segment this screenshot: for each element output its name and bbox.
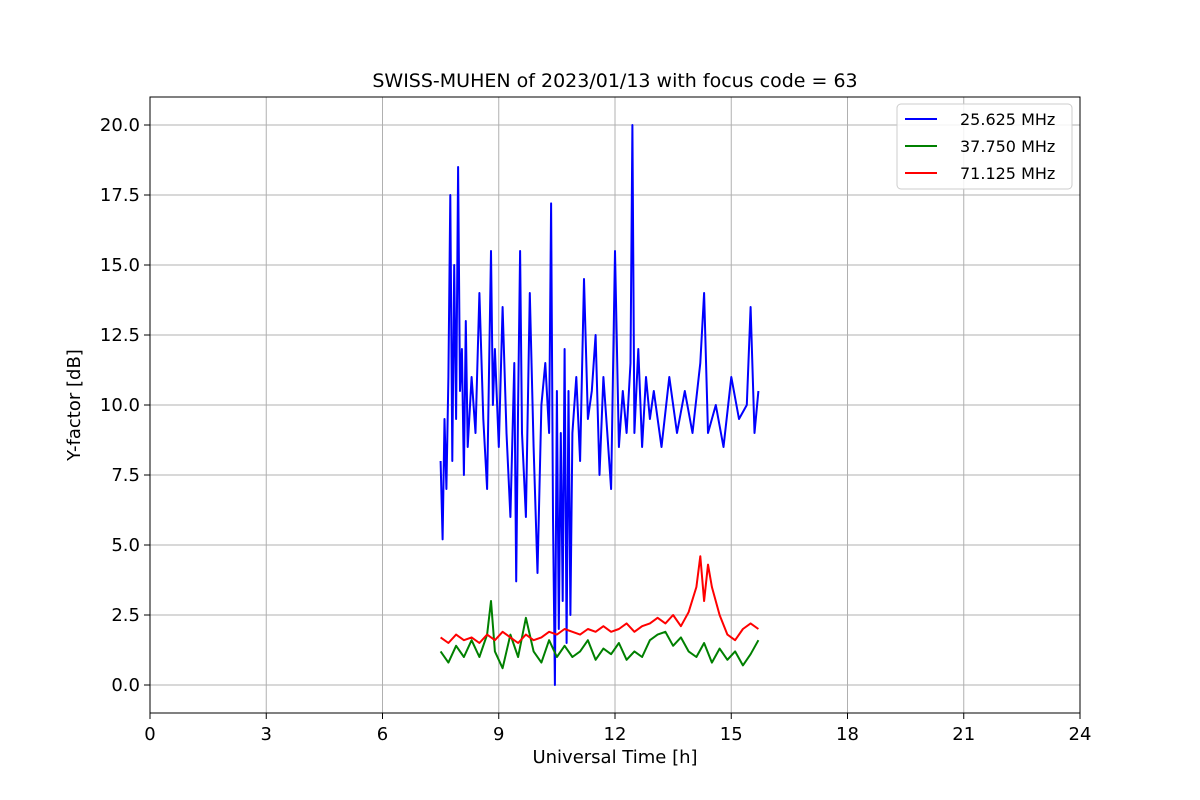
x-tick-label: 24 (1069, 724, 1092, 745)
y-tick-label: 12.5 (100, 325, 140, 346)
x-tick-label: 15 (720, 724, 743, 745)
y-tick-label: 0.0 (111, 675, 140, 696)
legend-box (896, 103, 1073, 190)
x-tick-label: 6 (377, 724, 388, 745)
x-axis-label: Universal Time [h] (532, 747, 697, 768)
y-tick-label: 7.5 (111, 465, 140, 486)
series-line-0 (439, 124, 760, 686)
x-tick-label: 18 (836, 724, 859, 745)
y-axis: 0.0 2.5 5.0 7.5 10.0 12.5 15.0 17.5 20.0 (100, 115, 150, 696)
x-tick-label: 0 (144, 724, 155, 745)
y-tick-label: 15.0 (100, 255, 140, 276)
legend-label: 37.750 MHz (960, 137, 1055, 156)
x-axis: 0 3 6 9 12 15 18 21 24 (144, 713, 1091, 745)
y-tick-label: 10.0 (100, 395, 140, 416)
legend-label: 25.625 MHz (960, 110, 1055, 129)
x-tick-label: 3 (261, 724, 272, 745)
legend-label: 71.125 MHz (960, 164, 1055, 183)
series-line-1 (439, 600, 760, 670)
legend: 25.625 MHz 37.750 MHz 71.125 MHz (896, 103, 1073, 190)
chart-title: SWISS-MUHEN of 2023/01/13 with focus cod… (372, 70, 857, 92)
x-tick-label: 21 (952, 724, 975, 745)
y-tick-label: 20.0 (100, 115, 140, 136)
x-tick-label: 12 (604, 724, 627, 745)
y-tick-label: 17.5 (100, 185, 140, 206)
series-line-2 (440, 555, 759, 644)
y-tick-label: 2.5 (111, 605, 140, 626)
plot-series (439, 124, 760, 686)
y-axis-label: Y-factor [dB] (64, 349, 85, 462)
y-tick-label: 5.0 (111, 535, 140, 556)
x-tick-label: 9 (493, 724, 504, 745)
